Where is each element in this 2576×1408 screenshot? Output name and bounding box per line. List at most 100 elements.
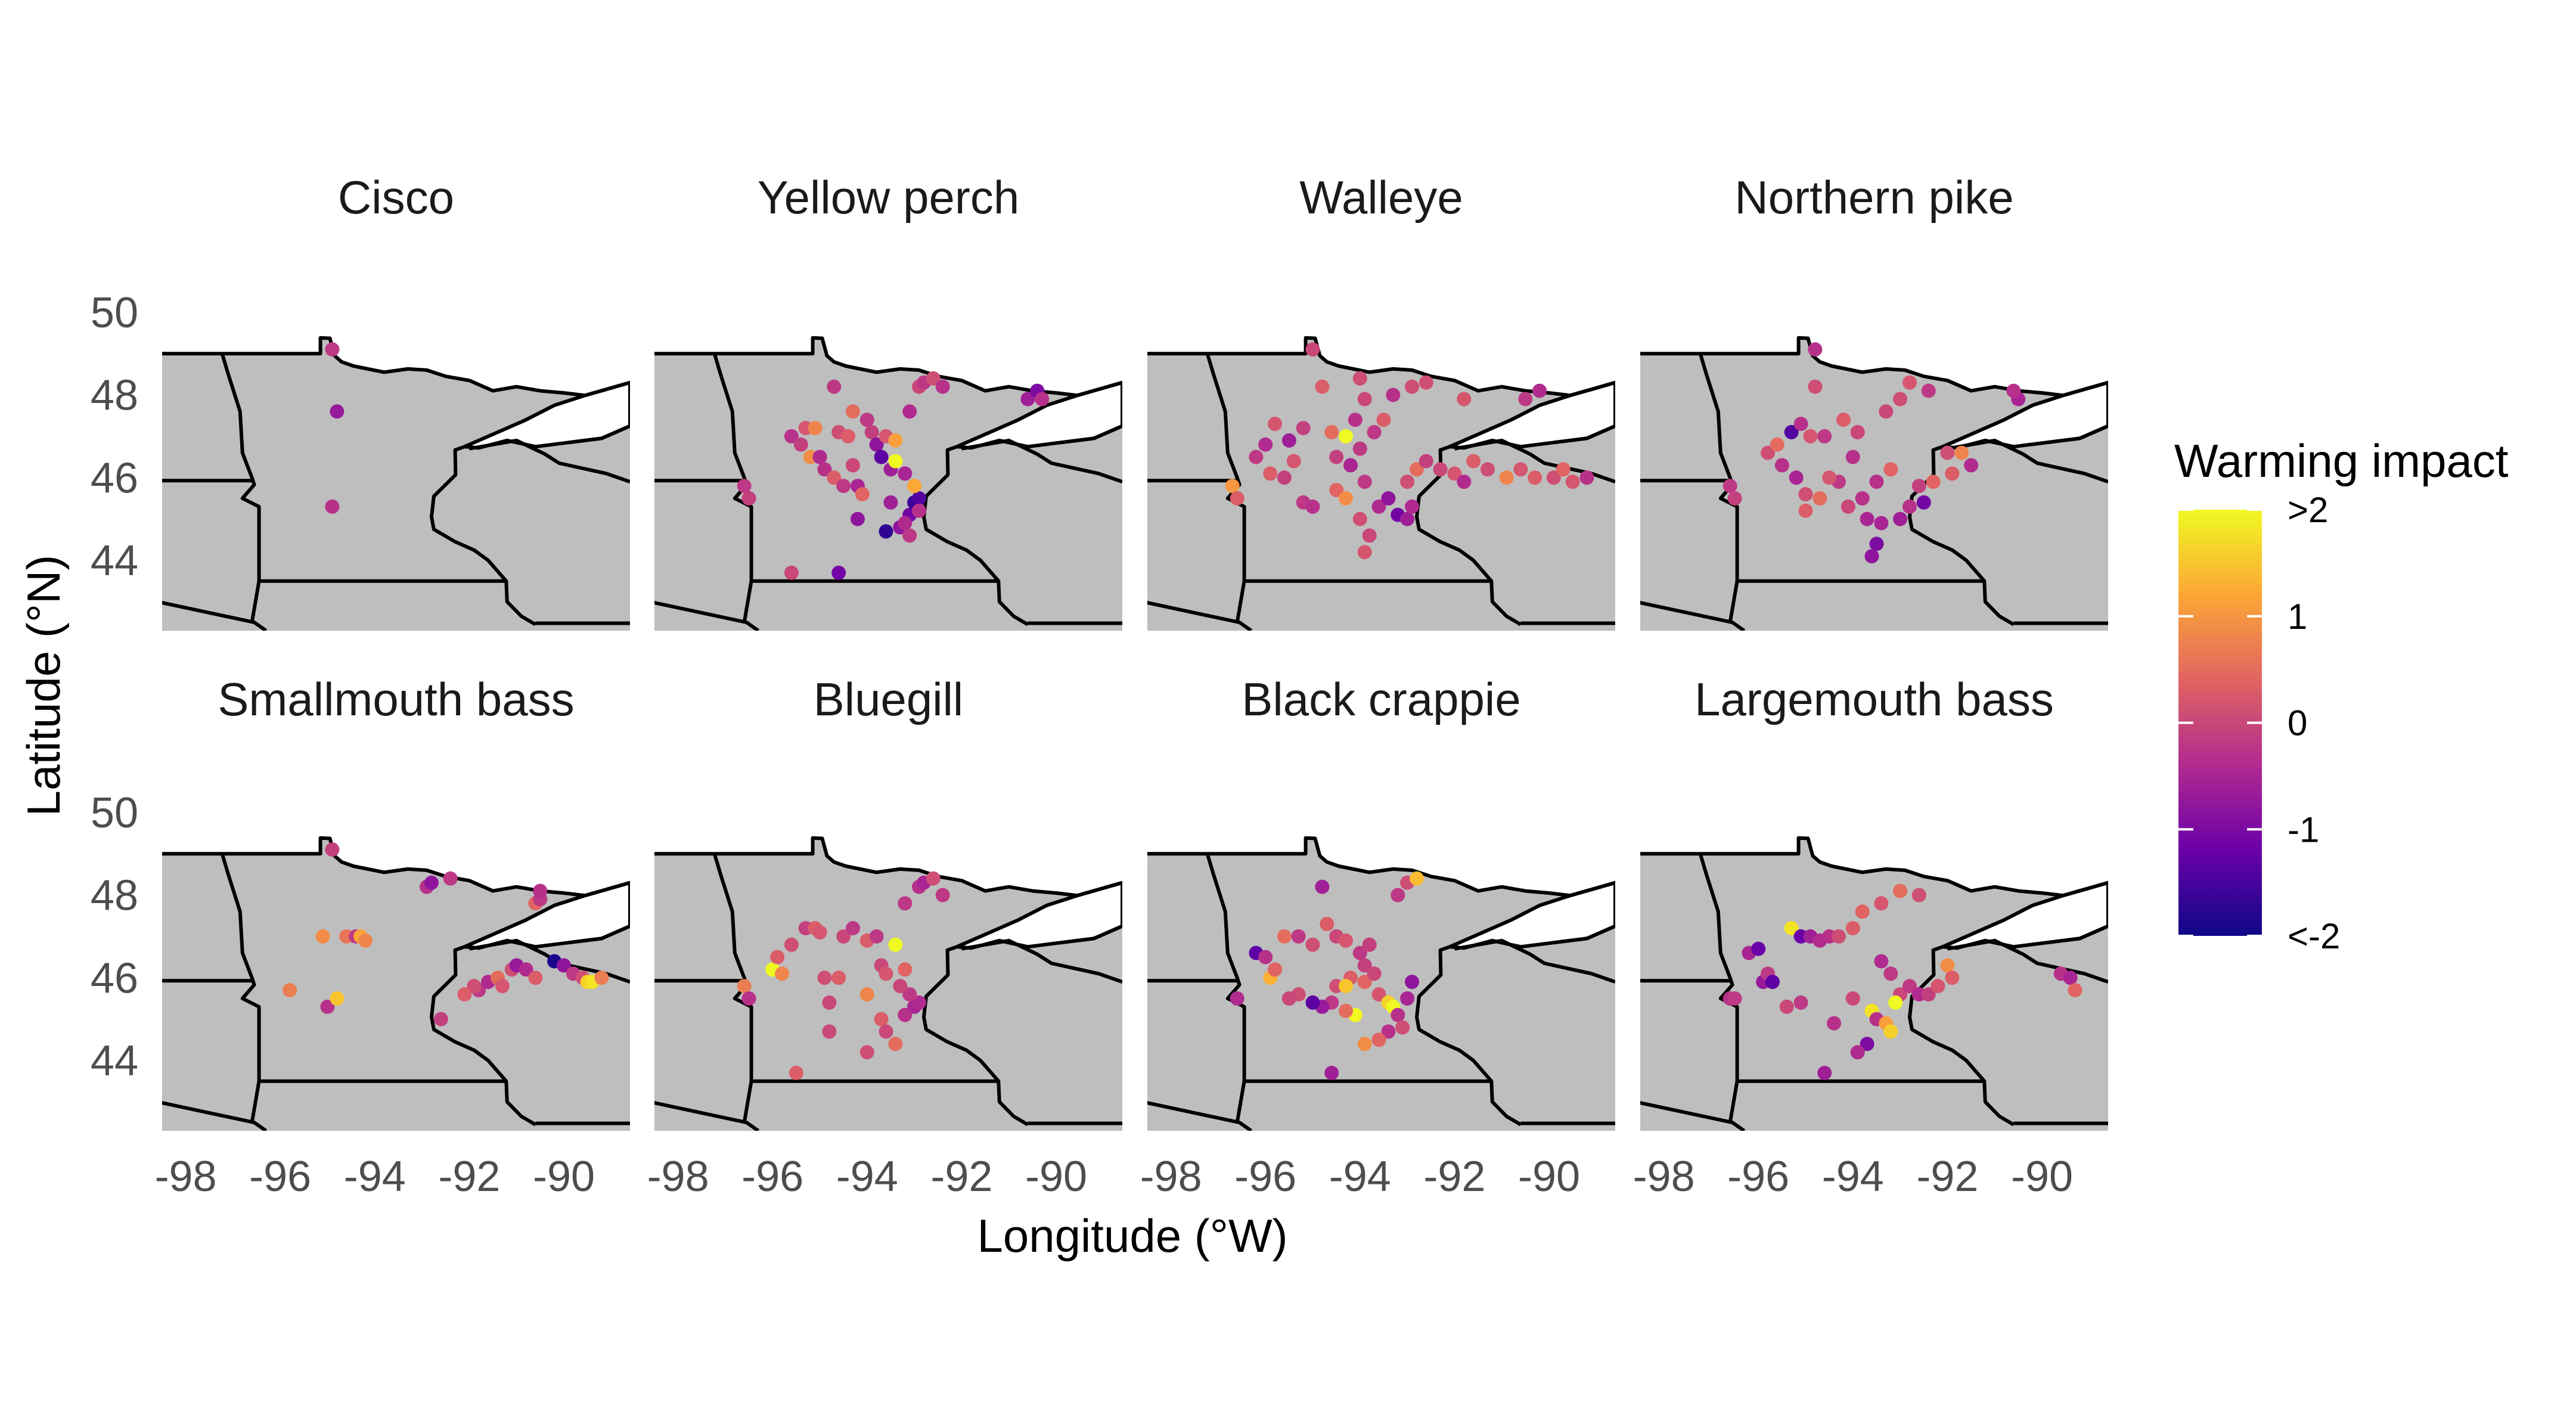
lake-point: [1556, 462, 1571, 477]
lake-point: [1845, 449, 1860, 464]
lake-point: [1808, 379, 1823, 394]
lake-point: [1367, 425, 1382, 439]
lake-point: [1546, 470, 1561, 485]
lake-point: [1405, 499, 1419, 514]
lake-point: [812, 449, 827, 464]
lake-point: [1339, 491, 1353, 505]
lake-point: [817, 462, 832, 477]
lake-point: [1357, 392, 1372, 407]
lake-point: [883, 495, 898, 510]
state-border: [1147, 336, 1571, 398]
lake-point: [1770, 437, 1784, 452]
lake-point: [1518, 392, 1533, 407]
state-border: [1640, 601, 1746, 631]
basemap: [162, 300, 630, 631]
x-tick-label: -90: [1518, 1153, 1580, 1201]
x-tick-label: -90: [2011, 1153, 2073, 1201]
lake-point: [846, 921, 860, 936]
lake-point: [330, 404, 344, 419]
lake-point: [1860, 511, 1874, 526]
lake-point: [864, 425, 879, 439]
panel-largemouth-bass: Largemouth bass: [1640, 673, 2108, 1131]
state-border: [1640, 1101, 1746, 1131]
lake-point: [841, 429, 856, 444]
lake-point: [1277, 470, 1292, 485]
lake-point: [888, 1037, 903, 1052]
state-border: [2046, 924, 2108, 945]
lake-point: [1391, 1007, 1405, 1022]
lake-point: [831, 565, 846, 580]
state-border: [1947, 438, 2108, 484]
lake-point: [1798, 487, 1813, 502]
lake-point: [1400, 474, 1415, 489]
state-border: [922, 445, 1029, 627]
lake-point: [1395, 1020, 1410, 1035]
x-tick-label: -90: [1025, 1153, 1087, 1201]
lake-point: [888, 937, 903, 952]
lake-point: [1357, 1037, 1372, 1052]
state-border: [1553, 424, 1615, 445]
lake-point: [1579, 470, 1594, 485]
lake-point: [888, 433, 903, 448]
y-tick-label: 44: [91, 537, 138, 585]
state-border: [1569, 880, 1615, 898]
state-border: [162, 1101, 268, 1131]
lake-point: [1513, 462, 1528, 477]
lake-point: [315, 929, 330, 944]
lake-point: [1784, 921, 1799, 936]
state-border: [1454, 438, 1615, 484]
lake-point: [1779, 999, 1794, 1014]
legend-tick-label: 0: [2288, 703, 2307, 743]
lake-point: [1722, 479, 1737, 494]
panel-title: Black crappie: [1242, 673, 1520, 725]
lake-point: [1921, 987, 1936, 1002]
lake-point: [1883, 462, 1898, 477]
points: [737, 371, 1050, 580]
lake-point: [1864, 549, 1879, 564]
lake-point: [1874, 896, 1889, 911]
lake-point: [784, 937, 799, 952]
lake-point: [827, 470, 842, 485]
panel-walleye: Walleye: [1147, 171, 1615, 631]
lake-point: [912, 995, 926, 1010]
lake-point: [1784, 425, 1799, 439]
lake-point: [898, 896, 913, 911]
lake-point: [1357, 975, 1372, 990]
points: [283, 842, 609, 1026]
lake-point: [808, 421, 823, 436]
x-axis-title: Longitude (°W): [977, 1209, 1287, 1262]
lake-point: [1410, 871, 1424, 886]
x-tick-label: -94: [1822, 1153, 1884, 1201]
lake-point: [433, 1012, 448, 1026]
state-border: [1569, 380, 1615, 398]
state-border: [1147, 601, 1253, 631]
lake-point: [1386, 387, 1401, 402]
lake-point: [1357, 474, 1372, 489]
lake-point: [1277, 929, 1292, 944]
legend-tick-label: >2: [2288, 490, 2328, 530]
lake-point: [898, 516, 913, 531]
lake-point: [1893, 883, 1908, 898]
lake-point: [533, 883, 548, 898]
canada-area: [1147, 300, 1615, 396]
legend-tick-label: 1: [2288, 597, 2307, 637]
lake-point: [1774, 458, 1789, 473]
panel-title: Largemouth bass: [1694, 673, 2054, 725]
lake-point: [1391, 888, 1405, 903]
lake-point: [1812, 491, 1827, 505]
canada-area: [1640, 300, 2108, 396]
legend-title: Warming impact: [2174, 435, 2509, 487]
lake-point: [325, 499, 340, 514]
lake-point: [519, 962, 533, 977]
lake-point: [1281, 433, 1296, 448]
lake-point: [1911, 479, 1926, 494]
lake-point: [1964, 458, 1979, 473]
lake-point: [1940, 958, 1955, 973]
panel-title: Northern pike: [1734, 171, 2013, 224]
lake-point: [879, 524, 893, 539]
panel-black-crappie: Black crappie: [1147, 673, 1615, 1131]
x-tick-label: -96: [249, 1153, 311, 1201]
lake-point: [1457, 474, 1472, 489]
canada-area: [1147, 800, 1615, 896]
panel-cisco: Cisco: [162, 171, 630, 631]
